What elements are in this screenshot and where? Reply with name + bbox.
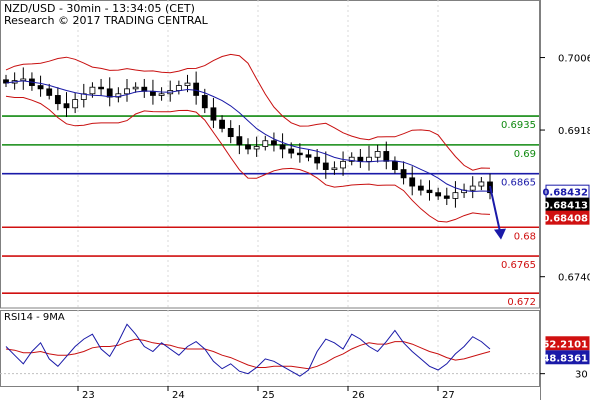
level-label: 0.6765	[501, 260, 536, 271]
time-tick-label: 24	[172, 390, 185, 400]
candle-body	[150, 90, 156, 96]
price-candles	[3, 67, 493, 208]
candle-body	[115, 93, 122, 98]
time-axis: 23 24 25 26 27	[77, 386, 455, 400]
candle-body	[72, 99, 79, 109]
candle-body	[37, 85, 44, 90]
candle-body	[184, 82, 191, 86]
price-badge	[545, 350, 590, 365]
chart-grid	[0, 0, 541, 400]
candle-body	[219, 119, 225, 129]
candle-body	[63, 103, 70, 109]
time-tick-label: 23	[82, 390, 95, 400]
candle-body	[314, 156, 321, 164]
candle-body	[426, 189, 433, 194]
price-tick-label: 0.6740	[558, 273, 590, 284]
candle-body	[262, 140, 269, 147]
candle-body	[305, 154, 312, 158]
bollinger-upper	[5, 53, 491, 171]
candle-body	[253, 146, 260, 150]
candle-body	[106, 88, 113, 98]
candle-body	[296, 152, 303, 156]
bollinger-bands	[5, 53, 491, 223]
candle-body	[46, 88, 53, 96]
candle-body	[366, 156, 372, 162]
price-badge-label: 0.68408	[542, 214, 588, 225]
candle-body	[20, 78, 27, 82]
candle-body	[435, 192, 442, 197]
time-tick-label: 26	[352, 390, 365, 400]
candle-body	[478, 181, 485, 187]
candle-body	[158, 93, 165, 96]
candle-body	[201, 95, 208, 109]
candle-body	[271, 140, 277, 146]
candle-body	[98, 86, 104, 90]
support-resistance-levels: 0.6935 0.69 0.6865 0.68 0.6765 0.672	[2, 115, 539, 308]
candle-body	[392, 160, 398, 170]
candle-body	[54, 95, 61, 105]
price-tick-label: 0.6918	[558, 126, 590, 137]
chart-copyright: Research © 2017 TRADING CENTRAL	[4, 14, 208, 27]
forecast-arrow-shaft	[489, 185, 501, 232]
candle-body	[452, 192, 459, 199]
price-badges: 0.68432 0.68413 0.68408 52.2101 48.8361	[542, 184, 590, 365]
candle-body	[245, 144, 251, 150]
candle-body	[383, 151, 390, 162]
candle-body	[322, 162, 329, 170]
ma-line	[5, 80, 491, 193]
rsi-ma-line	[5, 338, 491, 370]
price-badge	[545, 336, 590, 351]
main-plot-frame	[0, 0, 540, 309]
forecast-arrow	[489, 185, 506, 240]
candle-body	[175, 85, 182, 91]
level-label: 0.6865	[501, 178, 536, 189]
rsi-line	[5, 323, 491, 377]
candle-body	[409, 177, 416, 187]
forecast-arrow-head	[494, 228, 506, 240]
bollinger-lower	[5, 95, 491, 223]
price-badge-label: 0.68413	[542, 201, 588, 212]
price-tick-label: 0.7006	[558, 54, 590, 65]
candle-body	[193, 82, 200, 96]
candle-body	[340, 160, 346, 169]
candle-body	[357, 156, 364, 162]
price-badge-label: 0.68432	[542, 188, 588, 199]
level-label: 0.672	[507, 297, 536, 308]
candle-body	[288, 148, 295, 154]
rsi-tick-label: 30	[575, 370, 588, 381]
candle-body	[132, 86, 139, 90]
level-label: 0.68	[514, 231, 536, 242]
level-label: 0.6935	[501, 120, 536, 131]
candle-body	[374, 151, 381, 158]
price-badge-label: 52.2101	[542, 339, 588, 350]
rsi-panel: 30	[0, 323, 588, 381]
candle-body	[236, 136, 243, 146]
price-badge	[545, 210, 590, 225]
candle-body	[124, 88, 130, 95]
chart-title: NZD/USD - 30min - 13:34:05 (CET)	[4, 2, 195, 15]
candle-body	[279, 144, 286, 150]
price-badge-label: 48.8361	[542, 353, 588, 364]
price-axis: 0.7006 0.6918 0.6740	[540, 54, 590, 284]
time-tick-label: 25	[262, 390, 275, 400]
candle-body	[89, 86, 96, 95]
moving-average	[5, 80, 491, 193]
candle-body	[443, 195, 450, 199]
candle-body	[400, 169, 407, 179]
candle-body	[417, 185, 424, 191]
candle-body	[348, 156, 355, 162]
level-label: 0.69	[514, 149, 536, 160]
rsi-plot-frame	[0, 310, 540, 387]
candle-body	[227, 127, 234, 138]
candle-body	[210, 107, 217, 121]
candle-body	[469, 185, 476, 191]
time-tick-label: 27	[442, 390, 455, 400]
rsi-panel-title: RSI14 - 9MA	[4, 312, 65, 323]
candle-body	[331, 167, 338, 170]
